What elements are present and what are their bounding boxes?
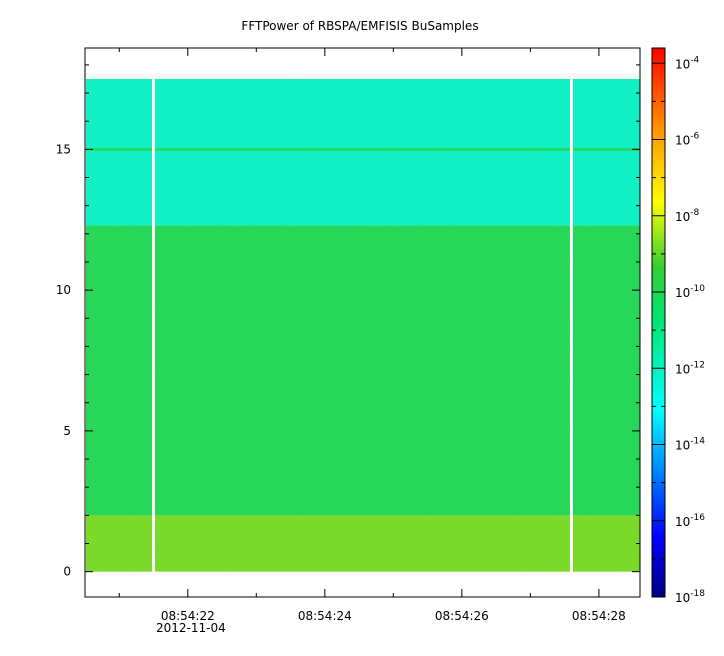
data-gaps	[152, 78, 573, 572]
data-gap	[152, 78, 156, 572]
colorbar-tick-label: 10-8	[675, 208, 700, 224]
x-date-label: 2012-11-04	[156, 621, 226, 635]
x-tick-label: 08:54:24	[298, 609, 352, 623]
x-tick-label: 08:54:26	[435, 609, 489, 623]
colorbar-tick-label: 10-14	[675, 437, 705, 453]
y-tick-label: 5	[63, 424, 71, 438]
x-axis: 08:54:22 08:54:24 08:54:26 08:54:28	[118, 48, 626, 623]
texture-overlay	[85, 73, 640, 571]
colorbar-tick-label: 10-6	[675, 132, 700, 148]
colorbar-tick-label: 10-12	[675, 360, 705, 376]
colorbar-ticks: 10-4 10-6 10-8 10-10 10-12 10-14 10-16 10-18	[652, 55, 705, 605]
colorbar-tick-label: 10-10	[675, 284, 705, 300]
data-gap	[569, 78, 573, 572]
y-tick-label: 10	[56, 283, 71, 297]
x-tick-label: 08:54:28	[572, 609, 626, 623]
x-tick-label: 08:54:22	[161, 609, 215, 623]
colorbar-gradient	[652, 48, 665, 597]
plot-area	[84, 47, 641, 598]
y-tick-label: 0	[63, 565, 71, 579]
colorbar: 10-4 10-6 10-8 10-10 10-12 10-14 10-16 10-18	[651, 47, 705, 605]
y-axis: 0 5 10 15	[56, 64, 640, 579]
colorbar-tick-label: 10-16	[675, 513, 705, 529]
chart-title: FFTPower of RBSPA/EMFISIS BuSamples	[241, 19, 478, 33]
colorbar-tick-label: 10-18	[675, 589, 705, 605]
plot-frame	[84, 47, 641, 598]
y-tick-label: 15	[56, 142, 71, 156]
colorbar-tick-label: 10-4	[675, 55, 700, 71]
